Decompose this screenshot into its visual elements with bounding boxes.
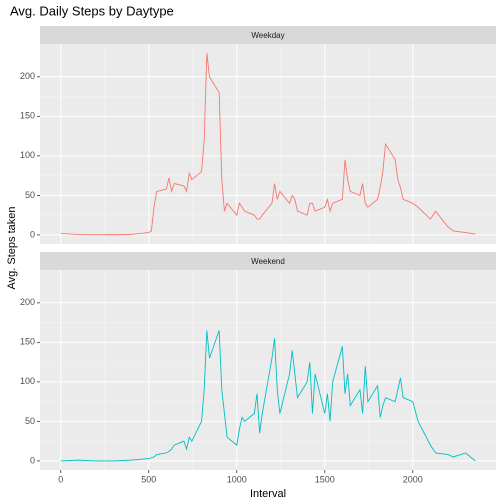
- y-tick-label: 200: [20, 297, 35, 307]
- y-tick-label: 100: [20, 150, 35, 160]
- y-tick-label: 0: [30, 229, 35, 239]
- y-tick-label: 50: [25, 416, 35, 426]
- strip: [40, 252, 496, 270]
- x-tick-label: 1500: [315, 474, 335, 484]
- x-tick-label: 1000: [227, 474, 247, 484]
- x-tick-label: 500: [141, 474, 156, 484]
- panel: [40, 270, 496, 470]
- x-tick-label: 2000: [403, 474, 423, 484]
- y-tick-label: 150: [20, 111, 35, 121]
- series-line: [60, 53, 476, 236]
- x-tick-label: 0: [58, 474, 63, 484]
- strip-label: Weekday: [251, 31, 284, 40]
- strip: [40, 26, 496, 44]
- y-axis-label: Avg. Steps taken: [6, 207, 18, 290]
- y-tick-label: 0: [30, 455, 35, 465]
- panel: [40, 44, 496, 244]
- y-tick-label: 100: [20, 376, 35, 386]
- series-line: [60, 330, 476, 462]
- y-tick-label: 200: [20, 71, 35, 81]
- y-tick-label: 150: [20, 337, 35, 347]
- strip-label: Weekend: [251, 257, 285, 266]
- y-tick-label: 50: [25, 190, 35, 200]
- x-axis-label: Interval: [250, 488, 286, 500]
- chart-title: Avg. Daily Steps by Daytype: [10, 3, 174, 18]
